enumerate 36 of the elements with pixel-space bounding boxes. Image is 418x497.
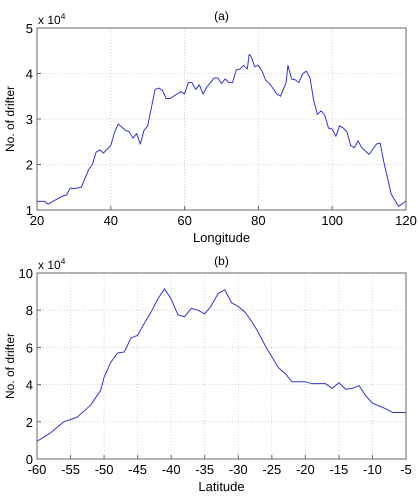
y-tick-label: 2 [26,158,33,172]
y-tick-label: 3 [26,112,33,127]
y-tick-label: 4 [26,378,33,393]
x-tick-label: 120 [395,213,417,228]
x-tick-label: 100 [321,213,344,228]
x-tick-label: -40 [162,462,181,477]
x-tick-label: -45 [128,462,148,477]
x-tick-label: -25 [262,462,282,477]
x-tick-label: 60 [177,213,192,228]
x-tick-label: -5 [400,462,412,477]
y-tick-label: 5 [26,21,33,36]
text: x 10$^{4}$ [38,256,66,272]
x-tick-label: -30 [228,462,248,477]
chart-title: (a) [214,9,229,23]
x-tick-label: -50 [94,462,114,477]
x-tick-label: -10 [363,462,382,477]
text: x 10$^{4}$ [38,11,66,27]
y-tick-label: 2 [26,414,33,430]
x-tick-label: 40 [104,213,118,228]
x-tick-label: -15 [330,462,348,477]
x-axis-title: Longitude [192,230,250,245]
chart-title: (b) [214,254,229,268]
line-series [36,288,406,442]
y-tick-label: 0 [26,452,33,467]
x-tick-label: -35 [195,462,214,477]
y-axis-title: No. of drifter [3,332,17,400]
x-axis-title: Latitude [198,479,245,494]
y-tick-label: 4 [26,66,33,82]
y-axis-title: No. of drifter [3,86,17,152]
line-series [36,54,406,207]
y-tick-label: 10 [18,266,33,281]
x-tick-label: 80 [251,213,266,228]
y-tick-label: 6 [26,340,33,356]
y-tick-label: 8 [26,303,33,318]
x-tick-label: -55 [61,462,80,477]
x-tick-label: -20 [296,462,315,477]
